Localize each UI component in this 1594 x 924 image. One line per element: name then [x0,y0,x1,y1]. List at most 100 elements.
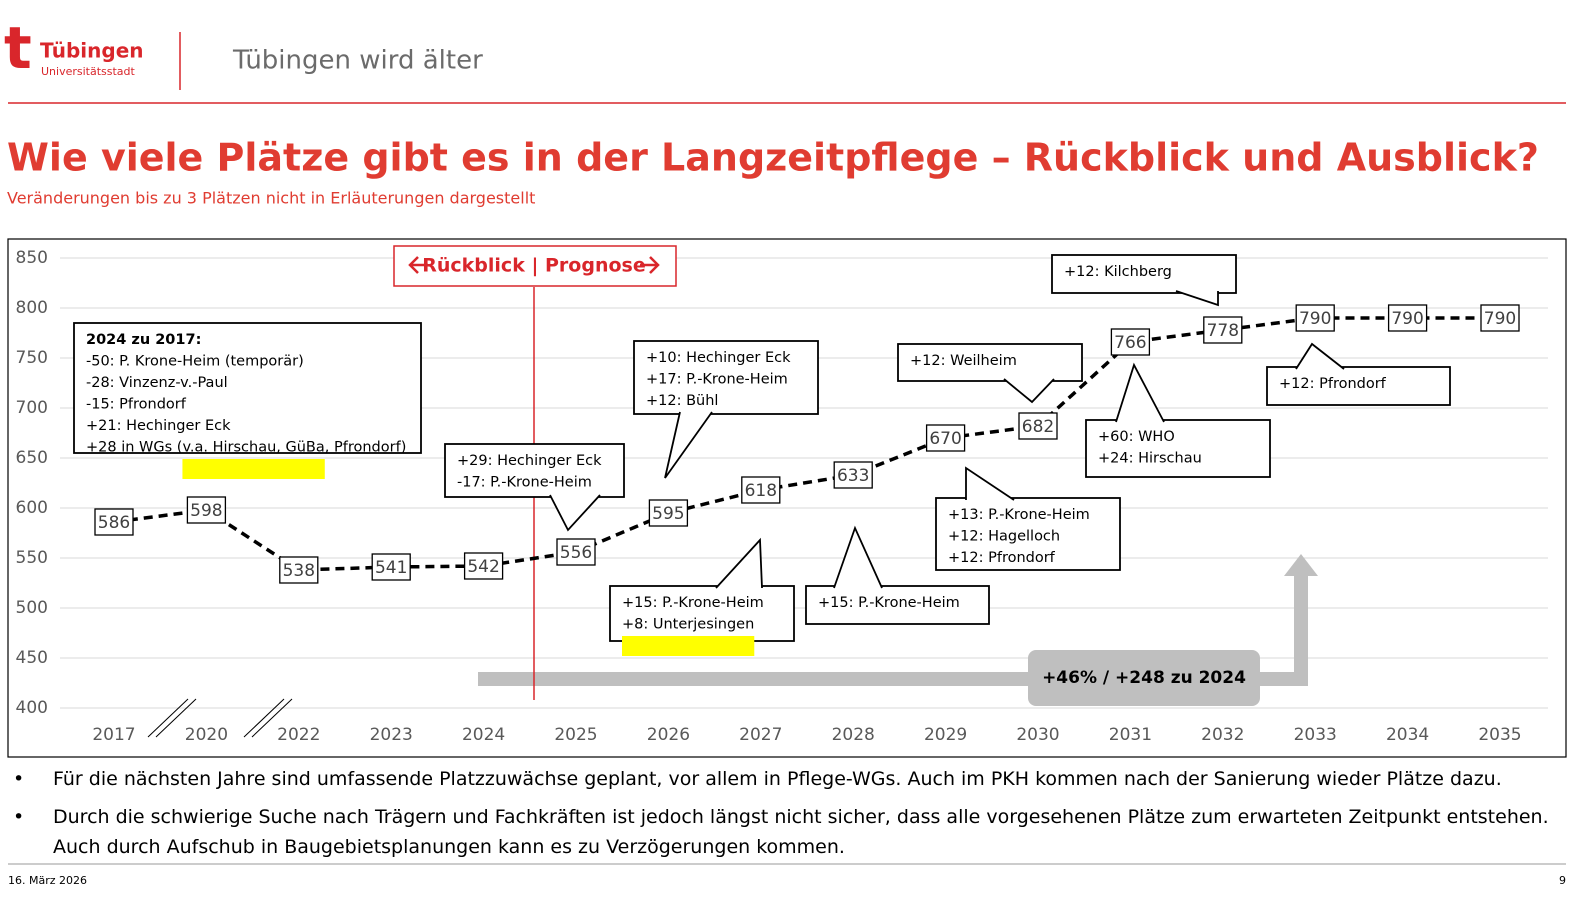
annotation-box [1266,366,1451,406]
data-label: 766 [1114,333,1146,353]
point-box [1295,304,1335,332]
growth-arrow [478,554,1318,706]
x-tick-label: 2028 [832,725,875,745]
annotation-line: +15: P.-Krone-Heim [818,595,960,611]
series: 586 598 538 541 542 556 595 618 633 670 682 766 778 7… [94,304,1520,584]
chart-subtitle: Veränderungen bis zu 3 Plätzen nicht in … [7,189,535,208]
annotation-line: +12: Pfrondorf [948,550,1056,566]
x-tick-label: 2026 [647,725,690,745]
y-tick-label: 500 [16,598,48,618]
arrow-left [408,256,428,274]
annotation-title: 2024 zu 2017: [86,332,201,348]
point-box [833,461,873,489]
annotation-box [1085,419,1271,478]
point-box [1387,304,1428,332]
bullet-text: Für die nächsten Jahre sind umfassende P… [53,768,1502,790]
data-label: 790 [1484,309,1516,329]
annotation: +29: Hechinger Eck -17: P.-Krone-Heim [444,443,625,532]
data-label: 541 [375,558,407,578]
data-label: 618 [745,481,777,501]
annotation-text: , Pfrondorf) [325,440,407,456]
point-box [1110,328,1151,356]
data-label: 595 [652,504,684,524]
annotation-pointer [1115,362,1165,423]
annotation: +10: Hechinger Eck +17: P.-Krone-Heim +12:… [633,340,819,479]
x-tick-label: 2023 [370,725,413,745]
annotation: 2024 zu 2017: -50: P. Krone-Heim (temporä… [73,322,422,479]
annotation-box [805,585,990,625]
x-tick-label: 2020 [185,725,228,745]
annotation-line: +29: Hechinger Eck [457,453,602,469]
y-tick-label: 750 [16,348,48,368]
highlight [622,636,755,656]
highlighted-text: +8: Unterjesingen [622,617,754,633]
point-box [556,538,596,566]
annotation: +12: Weilheim [897,343,1083,404]
annotation-pointer [549,494,601,532]
x-tick-label: 2024 [462,725,505,745]
y-tick-label: 850 [16,248,48,268]
annotation: +12: Pfrondorf [1266,342,1451,406]
point-box [1203,316,1243,344]
point-box [1018,412,1058,440]
data-line [113,316,1500,572]
point-box [279,556,319,584]
annotation-line: +12: Weilheim [910,353,1017,369]
x-tick-label: 2034 [1386,725,1429,745]
annotation-line: -17: P.-Krone-Heim [457,475,592,491]
grid: 400 450 500 550 600 650 700 750 800 850 2017 2020 20… [16,248,1548,745]
highlight [182,459,325,479]
annotation-line: +17: P.-Krone-Heim [646,372,788,388]
data-label: 542 [467,557,499,577]
x-tick-label: 2022 [277,725,320,745]
annotation-line: +13: P.-Krone-Heim [948,507,1090,523]
axis-break [147,698,293,738]
section-title: Tübingen wird älter [232,46,483,76]
annotation-pointer [1003,378,1055,404]
annotations: 2024 zu 2017: -50: P. Krone-Heim (temporä… [73,254,1451,656]
annotation-pointer [965,466,1015,501]
x-tick-label: 2035 [1478,725,1521,745]
x-tick-label: 2029 [924,725,967,745]
growth-label: +46% / +248 zu 2024 [1042,668,1246,688]
annotation-box [1051,254,1237,294]
y-tick-label: 400 [16,698,48,718]
arrow-right [640,256,660,274]
page-number: 9 [1559,874,1566,887]
x-tick-label: 2027 [739,725,782,745]
x-tick-label: 2032 [1201,725,1244,745]
point-box [94,508,134,536]
annotation-line: -50: P. Krone-Heim (temporär) [86,354,304,370]
logo-sub: Universitätsstadt [41,65,136,78]
point-box [925,424,966,452]
divider-label: Rückblick | Prognose [422,255,645,277]
bullet: • Durch die schwierige Suche nach Trägern… [13,806,1549,858]
highlighted-text: v.a. Hirschau, GüBa [182,440,324,456]
annotation: +12: Kilchberg [1051,254,1237,307]
y-tick-label: 600 [16,498,48,518]
data-label: 556 [560,543,592,563]
annotation-line: +28 in WGs (v.a. Hirschau, GüBa, Pfrondo… [86,440,406,456]
annotation-box [609,585,795,642]
point-box [463,552,504,580]
divider-box [393,245,677,287]
annotation-line: -28: Vinzenz-v.-Paul [86,375,228,391]
annotation-box [633,340,819,415]
data-label: 778 [1207,321,1239,341]
point-box [648,499,689,527]
data-label: 598 [190,501,222,521]
point-box [1480,304,1520,332]
annotation: +15: P.-Krone-Heim [805,525,990,625]
chart-title: Wie viele Plätze gibt es in der Langzeit… [7,136,1539,180]
data-label: 682 [1022,417,1054,437]
logo-letter: t [4,14,32,82]
annotation-text: +28 in WGs ( [86,440,182,456]
bullet-text: Durch die schwierige Suche nach Trägern … [53,806,1549,858]
x-tick-label: 2031 [1109,725,1152,745]
x-tick-label: 2030 [1016,725,1059,745]
annotation-line: -15: Pfrondorf [86,397,187,413]
data-label: 586 [98,513,130,533]
annotation-line: +12: Hagelloch [948,529,1060,545]
y-tick-label: 550 [16,548,48,568]
